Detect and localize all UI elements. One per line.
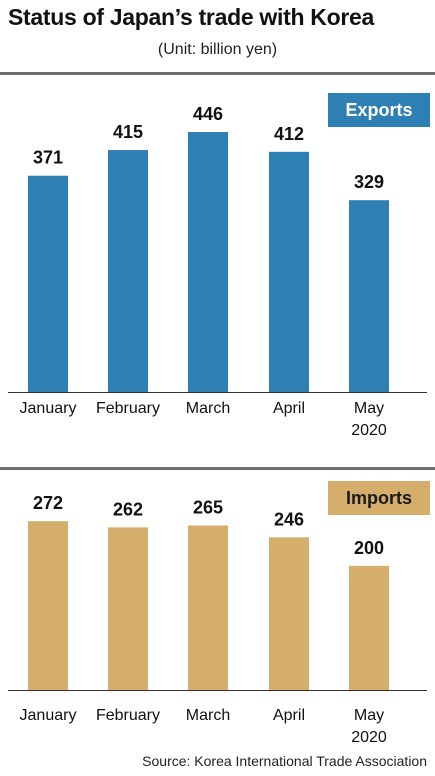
- chart-title: Status of Japan’s trade with Korea: [8, 4, 374, 30]
- imports-value-label: 265: [193, 498, 223, 518]
- exports-category-label: January: [19, 400, 77, 417]
- section-divider-imports: [0, 467, 435, 470]
- imports-category-label: May 2020: [351, 707, 387, 746]
- exports-legend-label: Exports: [328, 93, 430, 127]
- imports-bar-january: [28, 521, 68, 690]
- imports-legend-label: Imports: [328, 481, 430, 515]
- exports-value-label: 412: [274, 124, 304, 144]
- exports-bar-april: [269, 151, 309, 392]
- imports-bar-february: [108, 527, 148, 690]
- source-note: Source: Korea International Trade Associ…: [142, 753, 427, 769]
- imports-category-label: April: [272, 707, 305, 724]
- exports-category-label: March: [185, 400, 231, 417]
- imports-value-label: 200: [354, 538, 384, 558]
- imports-bar-may: [349, 565, 389, 690]
- exports-value-label: 371: [33, 148, 63, 168]
- section-divider-exports: [0, 72, 435, 75]
- imports-value-label: 272: [33, 493, 63, 513]
- exports-value-label: 446: [193, 104, 223, 124]
- exports-bar-january: [28, 175, 68, 392]
- unit-label: (Unit: billion yen): [157, 41, 278, 58]
- exports-bar-march: [188, 131, 228, 392]
- imports-category-label: February: [95, 707, 161, 724]
- exports-category-label: April: [272, 400, 305, 417]
- exports-value-label: 329: [354, 172, 384, 192]
- imports-bar-april: [269, 537, 309, 690]
- imports-category-label: March: [185, 707, 231, 724]
- imports-value-label: 262: [113, 499, 143, 519]
- exports-bar-february: [108, 150, 148, 392]
- exports-category-label: May 2020: [351, 400, 387, 439]
- exports-bar-may: [349, 200, 389, 392]
- imports-bar-march: [188, 525, 228, 690]
- exports-value-label: 415: [113, 122, 143, 142]
- imports-category-label: January: [19, 707, 77, 724]
- imports-value-label: 246: [274, 509, 304, 529]
- exports-category-label: February: [95, 400, 161, 417]
